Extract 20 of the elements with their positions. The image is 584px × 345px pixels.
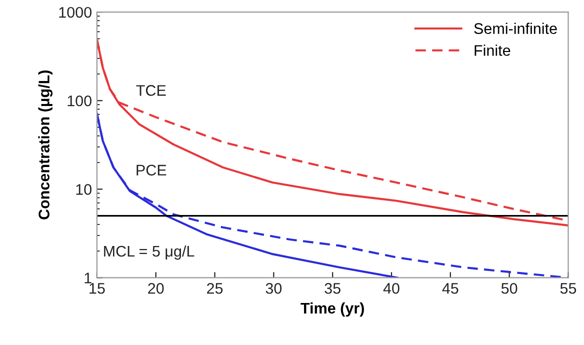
annotation: PCE xyxy=(136,164,166,176)
x-tick-label: 55 xyxy=(560,283,576,294)
x-tick-label: 50 xyxy=(501,282,518,294)
x-tick-label: 45 xyxy=(442,283,458,294)
annotation: TCE xyxy=(136,85,166,96)
legend-label: Finite xyxy=(474,44,510,56)
y-tick-label: 1 xyxy=(84,272,92,284)
x-tick-label: 25 xyxy=(207,282,223,294)
y-tick-label: 10 xyxy=(76,184,92,195)
x-tick-label: 20 xyxy=(148,282,164,294)
y-tick-label: 1000 xyxy=(59,6,92,18)
x-tick-label: 35 xyxy=(324,282,340,294)
y-tick-label: 100 xyxy=(68,95,92,106)
ref-line-label: MCL = 5 μg/L xyxy=(104,245,194,260)
x-tick-label: 30 xyxy=(266,282,282,294)
x-tick-label: 15 xyxy=(90,283,105,294)
legend-label: Semi-infinite xyxy=(474,22,557,34)
x-axis-title: Time (yr) xyxy=(300,302,364,317)
y-axis-title: Concentration (μg/L) xyxy=(38,70,53,220)
x-tick-label: 40 xyxy=(383,282,400,294)
